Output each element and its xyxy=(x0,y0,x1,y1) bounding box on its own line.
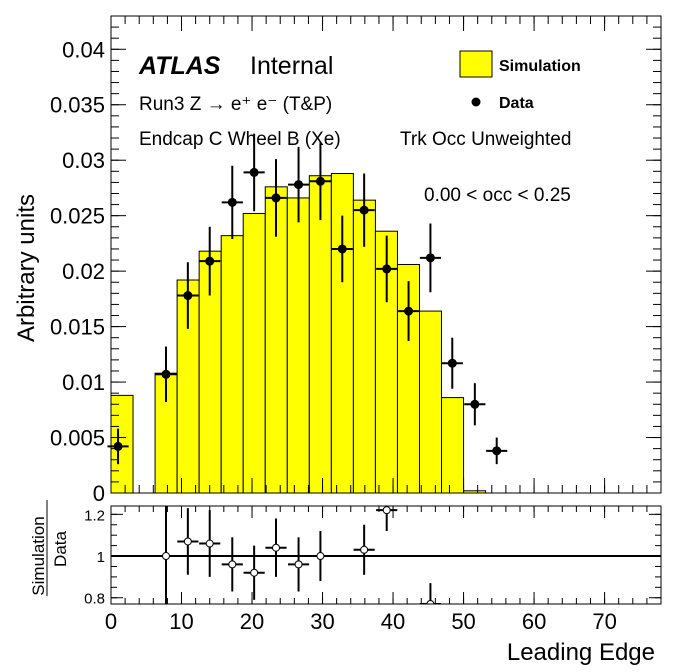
ratio-point xyxy=(382,506,391,515)
x-axis-label: Leading Edge xyxy=(507,639,655,666)
region-label: Endcap C Wheel B (Xe) xyxy=(139,129,341,150)
ratio-y-tick-label: 1 xyxy=(97,549,105,566)
simulation-bar xyxy=(286,197,310,494)
atlas-label: ATLAS xyxy=(138,52,221,80)
ratio-point xyxy=(162,552,170,561)
data-point xyxy=(161,369,171,379)
y-tick-label: 0.03 xyxy=(62,148,105,173)
y-tick-label: 0.025 xyxy=(50,204,105,229)
legend-simulation-label: Simulation xyxy=(499,58,581,75)
data-point xyxy=(271,193,281,203)
ratio-y-tick-label: 0.8 xyxy=(84,591,105,608)
y-tick-label: 0.04 xyxy=(62,37,105,62)
y-tick-label: 0.015 xyxy=(50,315,105,340)
y-tick-label: 0 xyxy=(93,481,105,506)
ratio-point xyxy=(294,560,303,569)
y-tick-label: 0.005 xyxy=(50,426,105,451)
legend-data-label: Data xyxy=(499,95,534,112)
x-tick-label: 70 xyxy=(592,609,616,634)
ratio-panel-frame xyxy=(110,505,662,605)
data-point xyxy=(294,180,304,190)
simulation-bar xyxy=(220,235,244,494)
y-tick-label: 0.02 xyxy=(62,259,105,284)
internal-label: Internal xyxy=(250,52,333,80)
simulation-bar xyxy=(242,212,266,494)
ratio-point xyxy=(250,568,259,577)
data-point xyxy=(425,253,435,263)
main-panel-frame xyxy=(110,15,662,494)
data-point xyxy=(113,441,123,451)
data-point xyxy=(315,176,325,186)
data-point xyxy=(205,256,215,266)
data-point xyxy=(470,399,480,409)
ratio-point xyxy=(426,600,435,604)
x-tick-label: 50 xyxy=(451,609,475,634)
ratio-point xyxy=(228,560,237,569)
simulation-bar xyxy=(308,175,332,494)
legend-data-marker xyxy=(471,97,481,107)
ratio-points-group xyxy=(155,506,441,604)
ratio-points xyxy=(111,506,661,604)
process-label: Run3 Z → e⁺ e⁻ (T&P) xyxy=(139,94,332,115)
x-tick-label: 60 xyxy=(522,609,546,634)
occupancy-label: 0.00 < occ < 0.25 xyxy=(424,185,571,206)
weighting-label: Trk Occ Unweighted xyxy=(400,129,571,150)
legend-simulation-swatch xyxy=(459,50,493,78)
simulation-bar xyxy=(441,397,465,494)
y-axis-label: Arbitrary units xyxy=(13,194,40,342)
ratio-point xyxy=(272,543,280,552)
x-tick-label: 30 xyxy=(310,609,334,634)
ratio-point xyxy=(316,552,325,561)
data-point xyxy=(337,244,347,254)
data-point xyxy=(183,291,193,301)
ratio-point xyxy=(360,545,369,554)
y-tick-label: 0.01 xyxy=(62,370,105,395)
ratio-point xyxy=(205,539,214,548)
ratio-y-tick-label: 1.2 xyxy=(84,507,105,524)
x-tick-label: 10 xyxy=(169,609,193,634)
x-tick-label: 40 xyxy=(381,609,405,634)
data-point xyxy=(447,358,457,368)
data-point xyxy=(404,306,414,316)
y-tick-label: 0.035 xyxy=(50,93,105,118)
ratio-label-top: Simulation xyxy=(29,516,48,595)
data-point xyxy=(492,446,502,456)
ratio-point xyxy=(183,537,192,546)
ratio-label-bottom: Data xyxy=(51,531,70,567)
x-tick-label: 20 xyxy=(240,609,264,634)
data-point xyxy=(382,264,392,274)
simulation-bar xyxy=(418,310,443,494)
legend: Simulation Data xyxy=(459,50,581,112)
x-tick-label: 0 xyxy=(105,609,117,634)
simulation-histogram xyxy=(110,173,487,494)
data-point xyxy=(359,205,369,215)
data-point xyxy=(249,167,259,177)
data-point xyxy=(227,197,237,207)
